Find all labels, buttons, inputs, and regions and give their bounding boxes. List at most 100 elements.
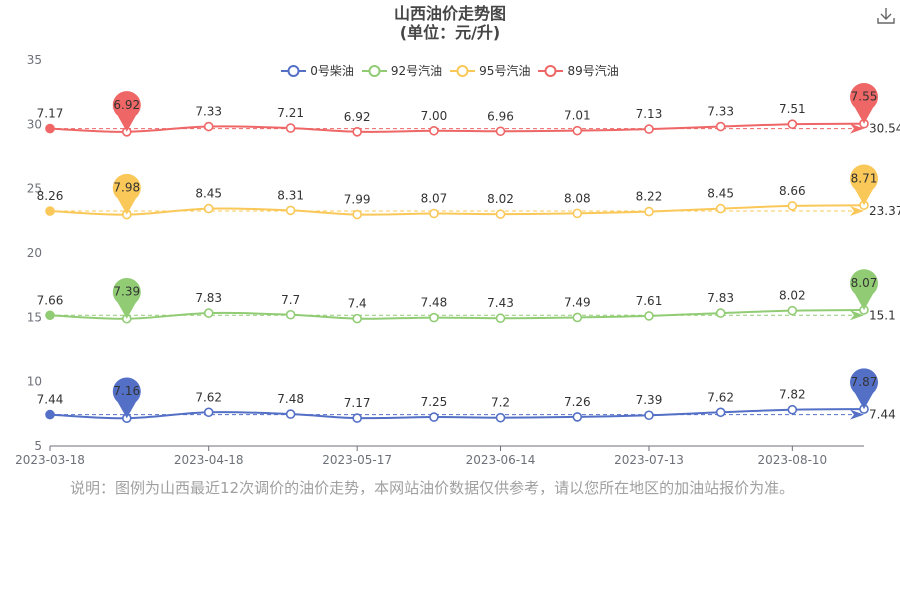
max-pin-label: 7.87	[851, 375, 878, 389]
data-point	[45, 123, 55, 134]
data-label: 8.02	[779, 289, 806, 303]
data-point	[429, 125, 439, 136]
average-label: 15.1	[869, 308, 896, 322]
data-point	[715, 121, 726, 132]
download-icon[interactable]	[876, 6, 896, 26]
max-pin: 7.55	[850, 82, 879, 124]
data-label: 8.02	[487, 192, 514, 206]
legend-line-icon	[450, 64, 476, 77]
data-label: 7.39	[636, 393, 663, 407]
max-pin: 8.71	[850, 164, 878, 206]
series-line	[49, 408, 865, 420]
min-pin-shape	[112, 173, 141, 215]
data-point	[572, 312, 583, 323]
data-point	[644, 410, 654, 421]
average-label: 7.44	[869, 408, 896, 422]
data-label: 7.83	[707, 291, 734, 305]
data-point	[352, 313, 362, 324]
data-point	[787, 201, 798, 211]
data-point	[352, 209, 362, 220]
legend-item-3[interactable]: 89号汽油	[538, 62, 619, 79]
average-arrow	[850, 205, 864, 216]
average-arrow	[850, 409, 864, 420]
average-arrow	[850, 123, 864, 134]
data-point	[495, 313, 506, 324]
data-label: 7.17	[344, 396, 371, 410]
data-label: 8.07	[421, 191, 448, 205]
data-label: 7.43	[487, 296, 514, 310]
data-label: 7.17	[37, 107, 64, 121]
data-point	[285, 409, 296, 419]
data-point	[203, 121, 214, 132]
data-point	[429, 312, 439, 323]
min-pin-label: 7.98	[113, 181, 140, 195]
x-tick-label: 2023-08-10	[757, 453, 827, 467]
legend-line-icon	[281, 64, 307, 77]
y-tick-label: 10	[27, 375, 42, 389]
min-pin: 6.92	[112, 91, 141, 132]
data-label: 7.7	[281, 293, 300, 307]
x-tick-label: 2023-04-18	[174, 453, 244, 467]
data-label: 7.26	[564, 395, 591, 409]
legend-line-icon	[538, 64, 564, 77]
y-tick-label: 25	[27, 182, 42, 196]
max-pin-shape	[850, 368, 878, 410]
data-point	[644, 311, 654, 321]
data-point	[45, 409, 55, 420]
data-point	[715, 407, 726, 418]
legend-item-0[interactable]: 0号柴油	[281, 62, 354, 79]
data-label: 7.61	[636, 294, 663, 308]
data-point	[787, 305, 798, 316]
data-label: 7.83	[195, 291, 222, 305]
max-pin: 8.07	[850, 269, 878, 310]
legend-item-2[interactable]: 95号汽油	[450, 62, 530, 79]
y-tick-label: 35	[27, 53, 42, 67]
data-point	[203, 203, 214, 214]
max-pin-label: 8.07	[851, 276, 878, 290]
min-pin-shape	[112, 377, 141, 419]
data-label: 8.31	[277, 188, 304, 202]
min-pin: 7.98	[112, 173, 141, 215]
chart-legend: 0号柴油 92号汽油 95号汽油 89号汽油	[0, 62, 900, 81]
chart-note: 说明：图例为山西最近12次调价的油价走势，本网站油价数据仅供参考，请以您所在地区…	[70, 479, 795, 497]
x-tick-label: 2023-06-14	[466, 453, 536, 467]
data-point	[352, 126, 362, 137]
series-line	[49, 308, 865, 320]
data-label: 7.2	[491, 396, 510, 410]
data-label: 8.22	[636, 190, 663, 204]
max-pin: 7.87	[850, 368, 878, 410]
max-pin-label: 7.55	[851, 90, 878, 104]
chart-title-line2: (单位：元/升)	[399, 23, 501, 42]
series-0: 7.44 7.44 7.62 7.48 7.17 7.25 7.2 7.26 7.39 7.62 7…	[37, 368, 896, 424]
data-point	[429, 208, 439, 219]
data-label: 7.44	[37, 393, 64, 407]
data-point	[45, 310, 55, 321]
data-label: 7.48	[421, 296, 448, 310]
data-label: 6.92	[344, 110, 371, 124]
data-label: 7.82	[779, 388, 806, 402]
data-label: 8.45	[195, 187, 222, 201]
min-pin-label: 7.16	[113, 384, 140, 398]
data-label: 7.21	[277, 106, 304, 120]
min-pin: 7.16	[112, 377, 141, 419]
legend-label: 92号汽油	[390, 64, 443, 78]
data-label: 8.66	[779, 184, 806, 198]
data-point	[572, 125, 583, 136]
series-line	[49, 122, 865, 133]
x-tick-label: 2023-05-17	[322, 453, 392, 467]
min-pin-label: 7.39	[113, 285, 140, 299]
data-point	[495, 412, 506, 423]
data-point	[285, 123, 296, 133]
y-tick-label: 15	[27, 310, 42, 324]
data-label: 7.4	[348, 297, 367, 311]
data-point	[495, 209, 506, 219]
legend-item-1[interactable]: 92号汽油	[361, 62, 443, 79]
data-label: 8.08	[564, 191, 591, 205]
data-label: 7.13	[636, 107, 663, 121]
min-pin-shape	[112, 278, 141, 319]
min-pin-label: 6.92	[113, 98, 140, 112]
data-point	[203, 407, 214, 418]
data-label: 7.51	[779, 102, 806, 116]
data-label: 7.62	[195, 390, 222, 404]
